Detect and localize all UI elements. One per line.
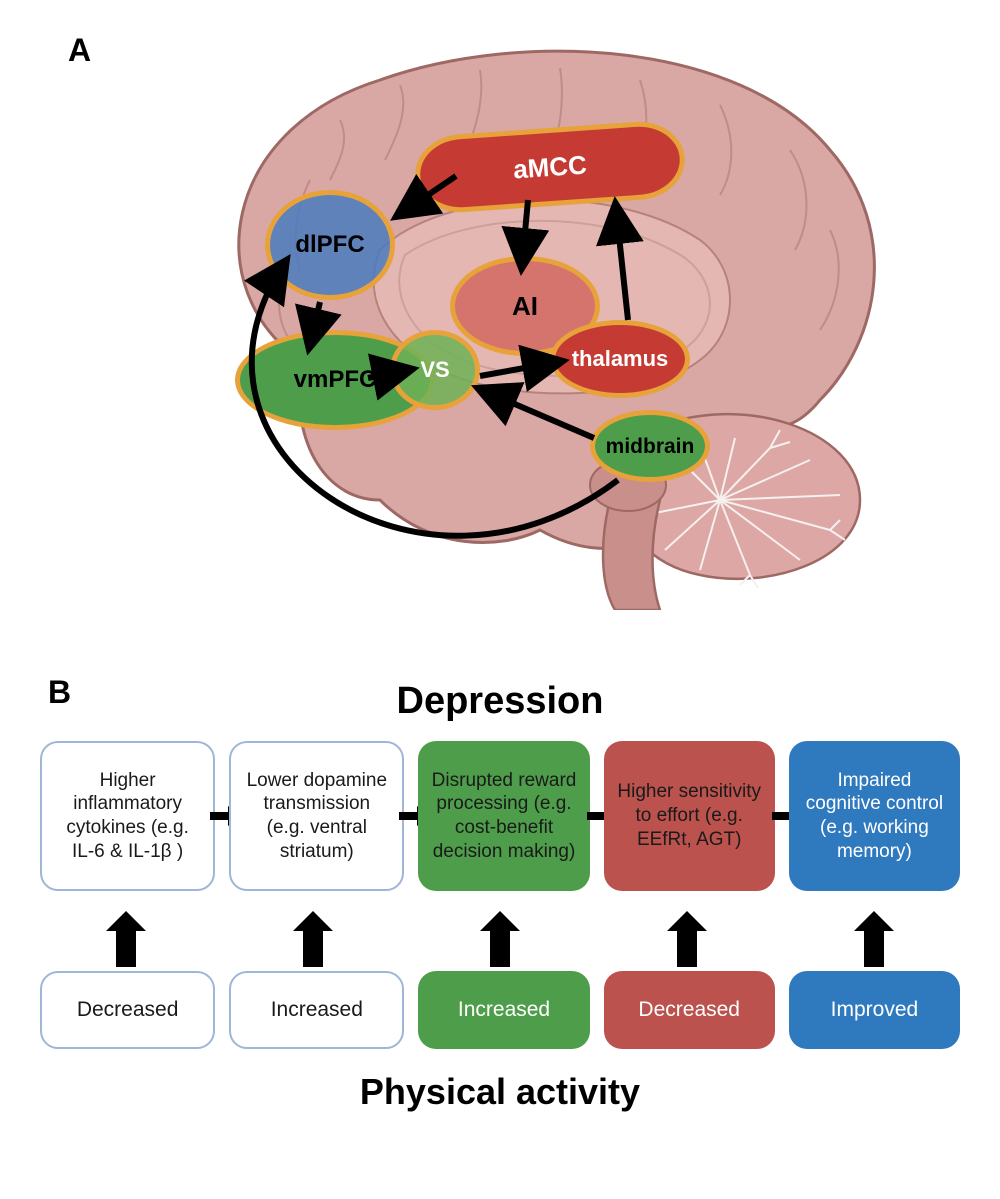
top-box-2-text: Lower dopamine transmission (e.g. ventra… [243, 769, 390, 864]
top-box-5-text: Impaired cognitive control (e.g. working… [801, 769, 948, 864]
panel-b-label: B [48, 674, 71, 711]
region-ai-label: AI [512, 293, 538, 319]
bottom-box-1-text: Decreased [77, 997, 179, 1023]
region-dlpfc-label: dlPFC [295, 233, 364, 257]
top-box-5: Impaired cognitive control (e.g. working… [789, 741, 960, 891]
top-box-4-text: Higher sensitivity to effort (e.g. EEfRt… [616, 780, 763, 851]
bottom-box-2: Increased [229, 971, 404, 1049]
top-box-1-text: Higher inflammatory cytokines (e.g. IL-6… [54, 769, 201, 864]
bottom-box-3: Increased [418, 971, 589, 1049]
panel-b-top-title: Depression [40, 680, 960, 723]
panel-b: B Depression Higher inflammatory cytokin… [20, 680, 980, 1133]
top-box-row: Higher inflammatory cytokines (e.g. IL-6… [40, 741, 960, 891]
top-box-4: Higher sensitivity to effort (e.g. EEfRt… [604, 741, 775, 891]
top-box-3-text: Disrupted reward processing (e.g. cost-b… [430, 769, 577, 864]
panel-a-label: A [68, 32, 91, 69]
bottom-box-3-text: Increased [458, 997, 550, 1023]
region-thalamus: thalamus [550, 320, 690, 398]
bottom-box-1: Decreased [40, 971, 215, 1049]
arrow-up-cell [227, 899, 400, 963]
arrow-up-cell [787, 899, 960, 963]
top-box-3: Disrupted reward processing (e.g. cost-b… [418, 741, 589, 891]
bottom-box-5-text: Improved [831, 997, 919, 1023]
region-midbrain: midbrain [590, 410, 710, 482]
region-dlpfc: dlPFC [265, 190, 395, 300]
region-amcc-label: aMCC [512, 151, 587, 182]
arrow-up-cell [414, 899, 587, 963]
region-vs: VS [390, 330, 480, 410]
region-vmpfc-label: vmPFC [294, 368, 377, 392]
bottom-box-row: Decreased Increased Increased Decreased … [40, 971, 960, 1049]
bottom-box-2-text: Increased [271, 997, 363, 1023]
top-box-2: Lower dopamine transmission (e.g. ventra… [229, 741, 404, 891]
region-vs-label: VS [420, 359, 449, 381]
panel-b-bottom-title: Physical activity [40, 1071, 960, 1113]
region-midbrain-label: midbrain [606, 436, 695, 457]
arrow-up-row [40, 899, 960, 963]
figure-root: A [20, 20, 980, 1133]
bottom-box-4-text: Decreased [638, 997, 740, 1023]
bottom-box-5: Improved [789, 971, 960, 1049]
panel-a: A [20, 20, 980, 650]
top-box-1: Higher inflammatory cytokines (e.g. IL-6… [40, 741, 215, 891]
bottom-box-4: Decreased [604, 971, 775, 1049]
region-thalamus-label: thalamus [572, 348, 669, 370]
arrow-up-cell [40, 899, 213, 963]
arrow-up-cell [600, 899, 773, 963]
